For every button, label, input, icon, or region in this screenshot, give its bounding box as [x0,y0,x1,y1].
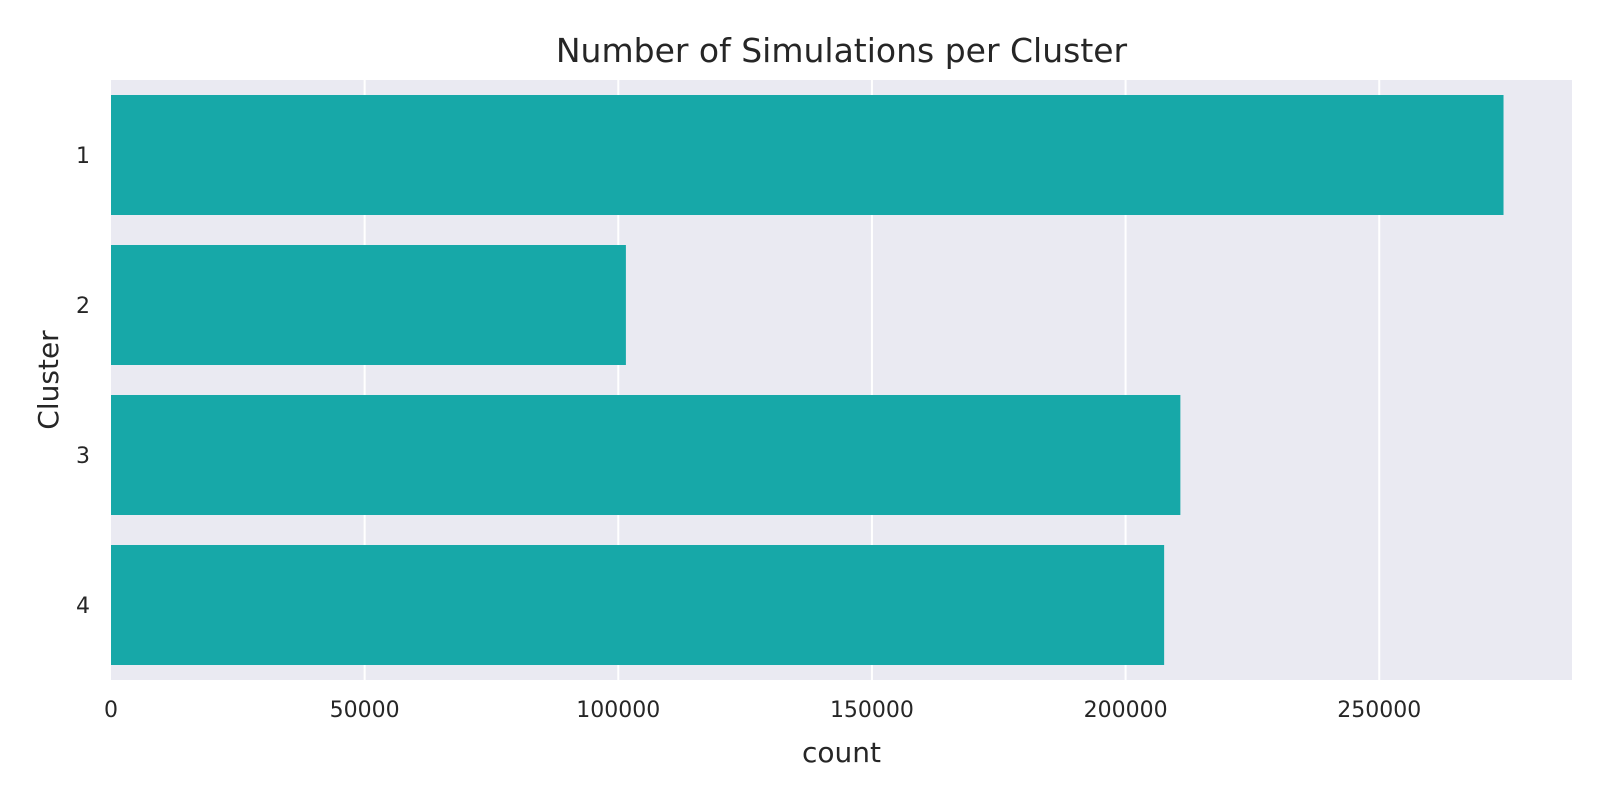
bar-cluster-4 [111,545,1165,665]
x-tick-label: 0 [104,698,118,723]
x-tick-label: 150000 [830,698,914,723]
y-tick-label: 3 [76,444,90,469]
y-tick-label: 2 [76,294,90,319]
bar-cluster-1 [111,95,1504,215]
x-tick-label: 100000 [576,698,660,723]
x-tick-label: 200000 [1084,698,1168,723]
x-tick-label: 50000 [330,698,400,723]
x-tick-label: 250000 [1337,698,1421,723]
x-axis-label: count [802,736,881,769]
y-tick-labels: 1 2 3 4 [76,144,90,619]
y-axis-label: Cluster [32,330,65,430]
bar-cluster-3 [111,395,1181,515]
y-tick-label: 4 [76,594,90,619]
chart-title: Number of Simulations per Cluster [556,31,1128,70]
x-tick-labels: 0 50000 100000 150000 200000 250000 [104,698,1421,723]
bar-cluster-2 [111,245,626,365]
y-tick-label: 1 [76,144,90,169]
bars [111,95,1504,665]
